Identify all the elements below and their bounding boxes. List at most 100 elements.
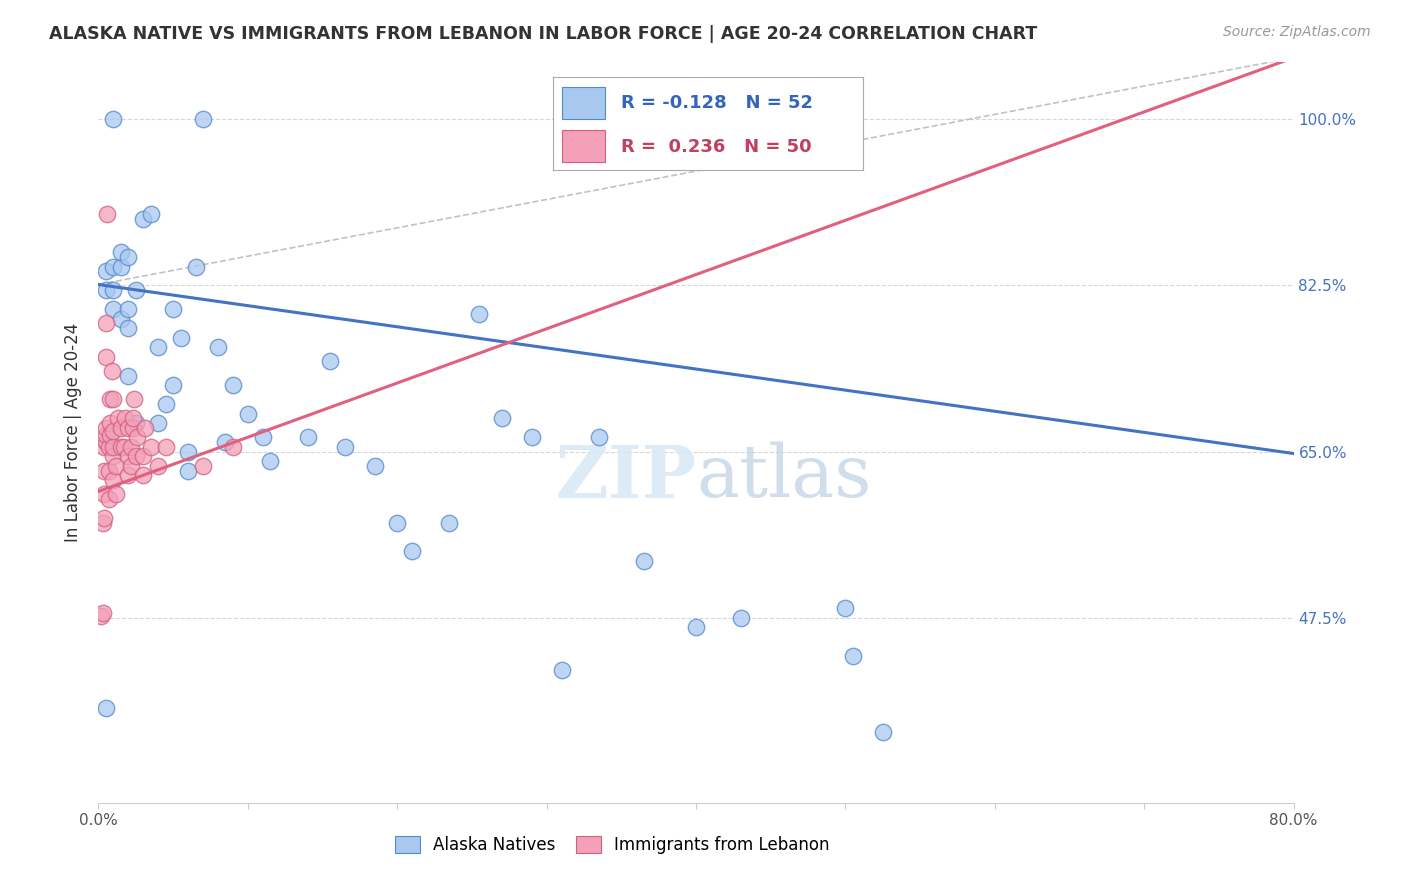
Point [93, 511, 115, 525]
Point [94, 435, 117, 450]
Point [114, 411, 136, 425]
Point [124, 392, 146, 407]
Point [222, 440, 245, 454]
Point [125, 416, 148, 430]
Point [110, 245, 132, 260]
Point [117, 321, 139, 335]
Point [91, 516, 114, 530]
Point [191, 458, 214, 473]
Point [93, 464, 115, 478]
Point [110, 311, 132, 326]
Point [90, 608, 112, 623]
Point [93, 487, 115, 501]
Point [98, 392, 122, 407]
Point [139, 207, 162, 221]
Point [94, 427, 117, 442]
Point [550, 663, 572, 677]
Point [319, 354, 342, 368]
Point [132, 450, 155, 464]
Point [125, 450, 148, 464]
Point [259, 454, 281, 468]
Point [105, 458, 128, 473]
Text: ZIP: ZIP [555, 442, 696, 513]
Point [252, 430, 274, 444]
Point [97, 464, 120, 478]
Point [155, 397, 177, 411]
Point [103, 473, 125, 487]
Point [834, 601, 856, 615]
Point [468, 307, 491, 321]
Point [222, 378, 245, 392]
Point [103, 440, 125, 454]
Point [132, 212, 155, 227]
Point [107, 411, 129, 425]
Point [98, 416, 122, 430]
Point [148, 416, 170, 430]
Point [121, 421, 143, 435]
Point [588, 430, 610, 444]
Point [872, 724, 894, 739]
Point [177, 444, 200, 458]
Point [127, 430, 149, 444]
Point [333, 440, 356, 454]
Point [134, 421, 156, 435]
Point [148, 340, 170, 354]
Point [117, 250, 139, 264]
Point [117, 421, 139, 435]
Point [101, 364, 124, 378]
Point [117, 450, 139, 464]
Text: Source: ZipAtlas.com: Source: ZipAtlas.com [1223, 25, 1371, 39]
Point [120, 458, 142, 473]
Y-axis label: In Labor Force | Age 20-24: In Labor Force | Age 20-24 [65, 323, 83, 542]
Point [520, 430, 543, 444]
Point [112, 440, 135, 454]
Point [125, 283, 148, 297]
Legend: Alaska Natives, Immigrants from Lebanon: Alaska Natives, Immigrants from Lebanon [388, 830, 837, 861]
Point [103, 450, 125, 464]
Point [139, 440, 162, 454]
Point [110, 260, 132, 274]
Point [94, 264, 117, 278]
Point [491, 411, 513, 425]
Point [184, 260, 207, 274]
Point [297, 430, 319, 444]
Point [103, 112, 125, 127]
Point [103, 424, 125, 438]
Point [401, 544, 423, 558]
Point [94, 283, 117, 297]
Point [110, 421, 132, 435]
Point [91, 606, 114, 620]
Point [148, 458, 170, 473]
Point [110, 440, 132, 454]
Point [162, 302, 184, 317]
Point [97, 491, 120, 506]
Point [214, 435, 236, 450]
Point [103, 260, 125, 274]
Point [207, 340, 229, 354]
Point [439, 516, 461, 530]
Point [385, 516, 409, 530]
Point [93, 440, 115, 454]
Point [103, 302, 125, 317]
Point [132, 468, 155, 483]
Point [94, 317, 117, 331]
Point [364, 458, 387, 473]
Point [730, 611, 752, 625]
Point [103, 283, 125, 297]
Point [117, 468, 139, 483]
Point [842, 648, 865, 663]
Point [117, 302, 139, 317]
Point [120, 440, 142, 454]
Point [94, 350, 117, 364]
Text: atlas: atlas [696, 442, 872, 512]
Point [191, 112, 214, 127]
Point [155, 440, 177, 454]
Point [177, 464, 200, 478]
Point [97, 440, 120, 454]
Point [117, 368, 139, 383]
Point [169, 331, 191, 345]
Point [685, 620, 707, 634]
Point [121, 411, 143, 425]
Point [96, 207, 118, 221]
Point [105, 487, 128, 501]
